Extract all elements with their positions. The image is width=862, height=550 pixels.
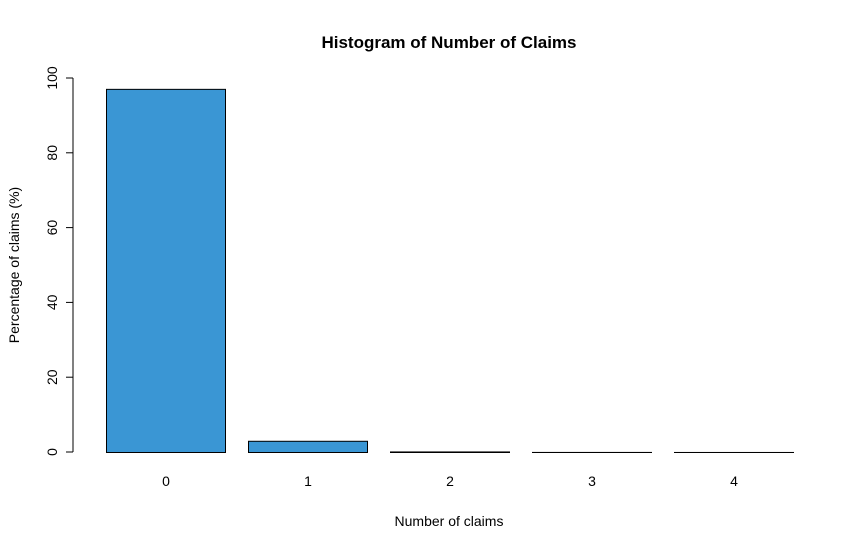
x-tick-label: 3 xyxy=(588,473,596,489)
y-tick-label: 20 xyxy=(44,369,60,385)
bars-group xyxy=(106,88,794,454)
x-tick-label: 0 xyxy=(162,473,170,489)
bar-0 xyxy=(106,88,226,453)
x-tick-label: 4 xyxy=(730,473,738,489)
bar-2 xyxy=(390,451,510,453)
y-tick-label: 60 xyxy=(44,220,60,236)
y-axis: 0 20 40 60 80 100 xyxy=(44,66,74,456)
y-tick-label: 0 xyxy=(44,448,60,456)
chart-title: Histogram of Number of Claims xyxy=(321,33,576,52)
y-tick-label: 80 xyxy=(44,145,60,161)
x-tick-label: 1 xyxy=(304,473,312,489)
bar-1 xyxy=(248,440,368,453)
x-tick-label: 2 xyxy=(446,473,454,489)
x-tick-labels: 0 1 2 3 4 xyxy=(162,473,738,489)
y-tick-label: 40 xyxy=(44,294,60,310)
y-axis-title: Percentage of claims (%) xyxy=(6,187,22,343)
y-tick-label: 100 xyxy=(44,66,60,90)
x-axis-title: Number of claims xyxy=(395,513,504,529)
